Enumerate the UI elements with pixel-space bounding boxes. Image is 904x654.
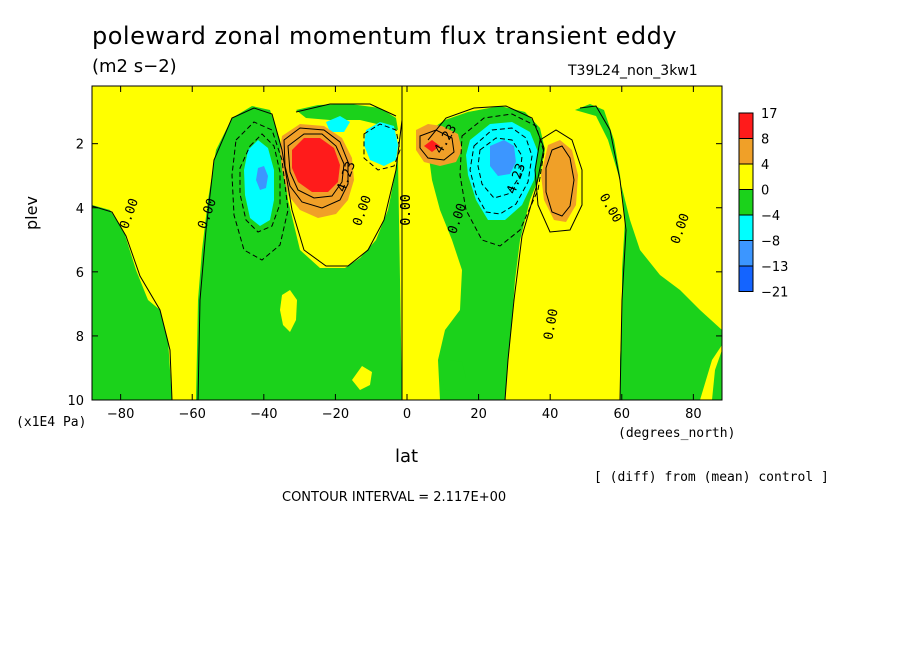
- contour-line-dashed: [469, 127, 533, 215]
- x-tick-label: −80: [107, 407, 134, 422]
- region-negative-nh-pole: [575, 104, 722, 400]
- x-tick-label: 60: [613, 407, 630, 422]
- x-tick-label: 0: [403, 407, 411, 422]
- contour-field: [92, 86, 722, 400]
- contour-interval: CONTOUR INTERVAL = 2.117E+00: [282, 490, 507, 505]
- region-negative-sh-upper: [296, 104, 398, 130]
- y-axis-units: (x1E4 Pa): [16, 415, 87, 430]
- region-red-nh-7: [424, 140, 440, 152]
- x-tick-label: 20: [470, 407, 487, 422]
- x-tick-label: −40: [250, 407, 277, 422]
- y-axis-label: plev: [22, 196, 41, 230]
- colorbar-swatch: [738, 112, 754, 139]
- contour-line-dashed: [477, 137, 523, 199]
- contour-line: [545, 145, 575, 217]
- x-tick-label: 80: [685, 407, 702, 422]
- y-tick-label: 2: [76, 138, 84, 153]
- island-positive-3: [440, 360, 466, 392]
- colorbar: 17 8 4 0 −4 −8 −13 −21: [738, 107, 788, 301]
- contour-zero-line: [295, 103, 397, 117]
- x-tick-label: −60: [179, 407, 206, 422]
- contour-zero-line: [92, 205, 173, 400]
- x-axis-label: lat: [395, 446, 419, 467]
- region-blue-nh-27: [490, 140, 516, 176]
- colorbar-label: −13: [761, 260, 788, 275]
- contour-label: 0.00: [541, 308, 561, 341]
- colorbar-swatch: [738, 240, 754, 267]
- run-label: T39L24_non_3kw1: [568, 63, 698, 79]
- field-background: [92, 86, 722, 400]
- y-tick-label: 8: [76, 330, 84, 345]
- y-tick-label: 4: [76, 202, 84, 217]
- y-tick-label: 6: [76, 266, 84, 281]
- y-axis: 2 4 6 8 10: [67, 138, 722, 409]
- island-positive-2: [352, 366, 372, 390]
- colorbar-label: 17: [761, 107, 778, 122]
- contour-zero-line: [579, 105, 627, 400]
- x-tick-label: −20: [322, 407, 349, 422]
- contour-zero-line: [197, 107, 403, 400]
- colorbar-swatch: [738, 163, 754, 190]
- region-negative-sh-pole: [92, 205, 172, 400]
- region-blue-sh-40: [256, 166, 268, 190]
- colorbar-label: 0: [761, 184, 769, 199]
- island-positive-1: [280, 290, 297, 332]
- contour-line-dashed: [231, 121, 289, 261]
- contour-line: [419, 129, 455, 161]
- x-axis: −80 −60 −40 −20 0 20 40 60 80: [107, 86, 702, 422]
- contour-line-dashed: [239, 133, 281, 233]
- region-orange-nh-7: [416, 124, 462, 166]
- chart-title: poleward zonal momentum flux transient e…: [92, 22, 678, 50]
- contour-line: [287, 133, 345, 199]
- contour-zero-line: [427, 105, 545, 400]
- x-axis-units: (degrees_north): [618, 426, 736, 441]
- colorbar-label: 4: [761, 158, 769, 173]
- colorbar-swatch: [738, 138, 754, 165]
- x-tick-label: 40: [542, 407, 559, 422]
- colorbar-label: 8: [761, 133, 769, 148]
- region-cyan-sh-7: [364, 122, 398, 166]
- diff-note: [ (diff) from (mean) control ]: [594, 470, 829, 485]
- colorbar-swatch: [738, 265, 754, 292]
- colorbar-label: −8: [761, 235, 780, 250]
- region-cyan-sh-7b: [326, 116, 350, 132]
- contour-line-dashed: [459, 113, 545, 247]
- contour-line: [283, 127, 349, 209]
- region-orange-nh-42: [541, 140, 578, 222]
- region-negative-nh-edge: [712, 350, 722, 400]
- colorbar-swatch: [738, 189, 754, 216]
- colorbar-label: −4: [761, 209, 780, 224]
- y-tick-label: 10: [67, 394, 84, 409]
- contour-label: 0.00: [399, 194, 414, 225]
- colorbar-swatch: [738, 214, 754, 241]
- colorbar-label: −21: [761, 286, 788, 301]
- chart-units: (m2 s−2): [92, 56, 177, 77]
- contour-label: 0.00: [399, 194, 414, 225]
- region-red-sh-27: [292, 138, 340, 192]
